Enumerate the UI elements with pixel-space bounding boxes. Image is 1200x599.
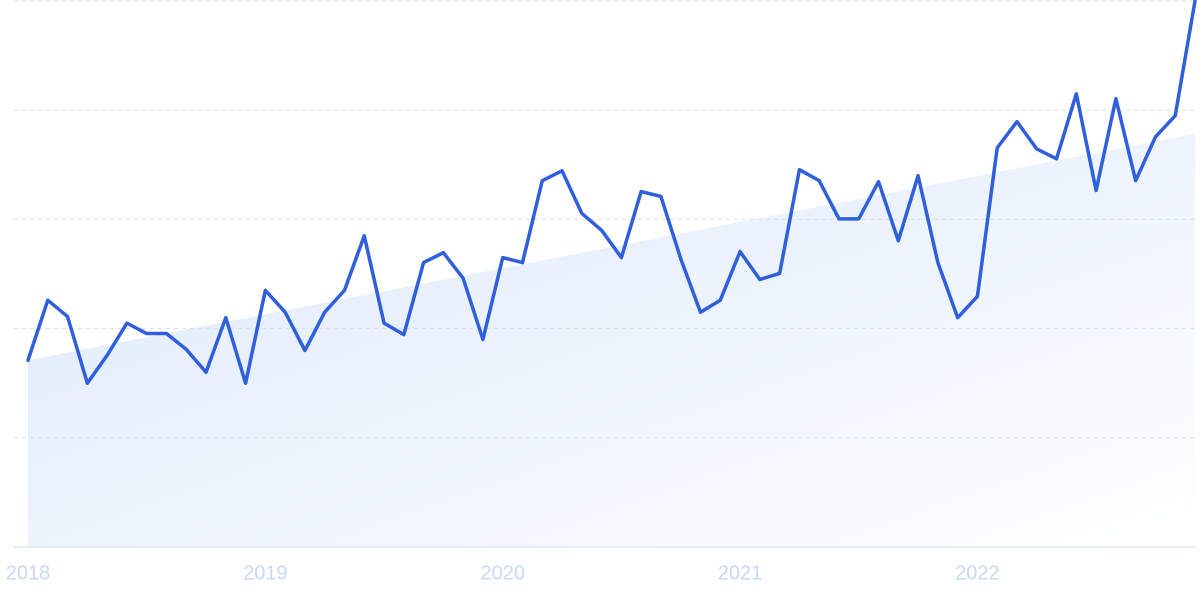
x-tick-label: 2020 [480, 562, 525, 584]
x-tick-label: 2018 [6, 562, 51, 584]
x-tick-label: 2022 [955, 562, 1000, 584]
x-tick-label: 2019 [243, 562, 288, 584]
x-tick-label: 2021 [718, 562, 763, 584]
data-line [26, 0, 1197, 385]
trend-area [28, 133, 1195, 548]
